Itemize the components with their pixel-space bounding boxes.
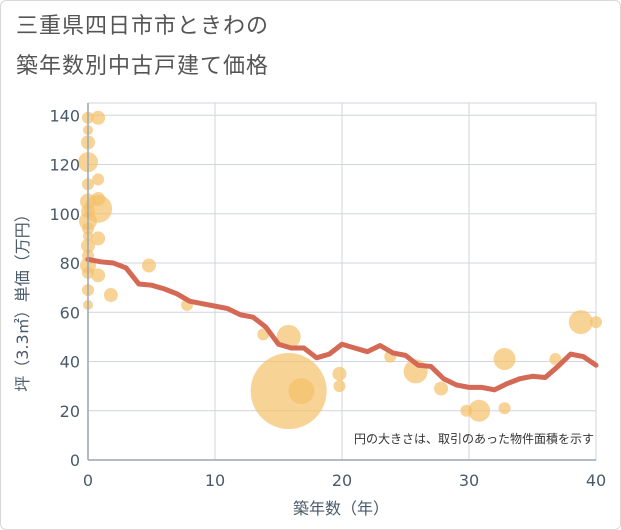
y-tick-label: 60 [60, 303, 80, 322]
axis-layer: 0 10 20 30 40 0 20 40 60 80 100 120 140 [49, 103, 606, 490]
y-tick-label: 0 [70, 451, 80, 470]
chart-title-line-2: 築年数別中古戸建て価格 [16, 54, 270, 79]
scatter-point [91, 110, 106, 125]
y-tick-label: 80 [60, 254, 80, 273]
scatter-point [568, 310, 593, 335]
x-tick-label: 40 [586, 471, 606, 490]
scatter-point [91, 268, 106, 283]
line-layer [85, 256, 599, 393]
bubble-layer [78, 110, 602, 430]
scatter-point [549, 353, 562, 366]
y-axis-label: 坪（3.3㎡）単価（万円） [13, 206, 32, 391]
y-tick-label: 100 [49, 205, 80, 224]
x-tick-label: 10 [205, 471, 225, 490]
scatter-point [91, 231, 106, 246]
x-tick-label: 20 [332, 471, 352, 490]
scatter-point [332, 366, 347, 381]
scatter-point [84, 194, 113, 223]
y-tick-label: 140 [49, 106, 80, 125]
bubble-size-note: 円の大きさは、取引のあった物件面積を示す [354, 431, 594, 446]
y-tick-label: 40 [60, 353, 80, 372]
scatter-point [92, 173, 105, 186]
scatter-point [498, 402, 511, 415]
scatter-point [590, 316, 602, 329]
average-price-line [85, 256, 599, 393]
y-tick-label: 20 [60, 402, 80, 421]
scatter-point [333, 380, 346, 393]
grid-layer [87, 102, 597, 461]
scatter-point [434, 381, 449, 396]
scatter-point [493, 348, 516, 371]
scatter-point [468, 399, 491, 422]
x-tick-label: 30 [459, 471, 479, 490]
scatter-point [103, 288, 118, 303]
scatter-point [288, 378, 315, 405]
y-tick-label: 120 [49, 156, 80, 175]
scatter-point [141, 258, 156, 273]
x-axis-label: 築年数（年） [293, 499, 389, 518]
x-tick-label: 0 [83, 471, 93, 490]
chart-title-line-1: 三重県四日市市ときわの [16, 14, 270, 39]
